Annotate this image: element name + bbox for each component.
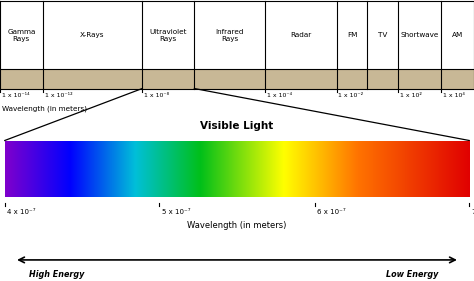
Text: AM: AM <box>452 32 463 38</box>
Text: Low Energy: Low Energy <box>386 270 438 279</box>
Text: High Energy: High Energy <box>29 270 84 279</box>
Text: TV: TV <box>378 32 387 38</box>
Text: Visible Light: Visible Light <box>201 121 273 131</box>
Text: 1 x 10⁻⁸: 1 x 10⁻⁸ <box>144 93 169 98</box>
Bar <box>0 69 474 89</box>
Text: Gamma
Rays: Gamma Rays <box>7 29 36 42</box>
Text: 1 x 10⁻¹²: 1 x 10⁻¹² <box>45 93 72 98</box>
Text: 1 x 10⁻¹⁴: 1 x 10⁻¹⁴ <box>2 93 29 98</box>
Text: 1 x 10⁻⁴: 1 x 10⁻⁴ <box>267 93 292 98</box>
Text: 1 x 10⁻²: 1 x 10⁻² <box>338 93 364 98</box>
Text: 1 x 10²: 1 x 10² <box>400 93 422 98</box>
Text: Wavelength (in meters): Wavelength (in meters) <box>187 221 287 230</box>
Text: 7 x 10⁻⁷: 7 x 10⁻⁷ <box>472 209 474 214</box>
Text: Shortwave: Shortwave <box>401 32 438 38</box>
Text: 6 x 10⁻⁷: 6 x 10⁻⁷ <box>317 209 346 214</box>
Text: Wavelength (in meters): Wavelength (in meters) <box>2 105 87 112</box>
Text: 4 x 10⁻⁷: 4 x 10⁻⁷ <box>7 209 36 214</box>
Text: FM: FM <box>347 32 357 38</box>
Text: 1 x 10⁴: 1 x 10⁴ <box>443 93 465 98</box>
Text: X-Rays: X-Rays <box>80 32 105 38</box>
Text: Infrared
Rays: Infrared Rays <box>216 29 244 42</box>
Text: 5 x 10⁻⁷: 5 x 10⁻⁷ <box>162 209 190 214</box>
Text: Ultraviolet
Rays: Ultraviolet Rays <box>149 29 187 42</box>
Text: Radar: Radar <box>291 32 311 38</box>
